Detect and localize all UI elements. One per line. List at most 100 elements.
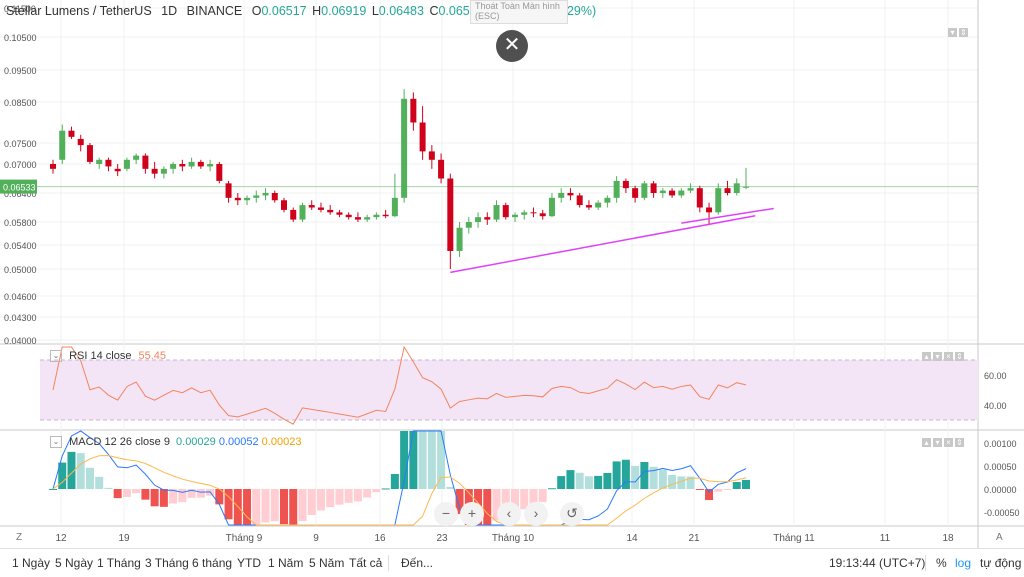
macd-histogram-bar — [742, 479, 750, 489]
candle-body — [345, 214, 352, 218]
go-to-date-button[interactable]: Đến... — [401, 556, 434, 570]
open-label: O — [251, 4, 262, 18]
time-axis-label: Tháng 9 — [226, 533, 263, 544]
close-icon[interactable]: × — [944, 438, 953, 447]
range-ytd[interactable]: YTD — [237, 556, 261, 570]
toolbar-divider — [388, 555, 389, 571]
timezone-toggle[interactable]: Z — [16, 532, 23, 543]
macd-histogram-bar — [95, 476, 104, 489]
price-axis-label: 0.08500 — [4, 98, 37, 108]
symbol-name[interactable]: Stellar Lumens / TetherUS — [6, 4, 152, 18]
candle-body — [743, 186, 749, 188]
range-5d[interactable]: 5 Ngày — [55, 556, 94, 570]
macd-histogram-bar — [705, 489, 714, 501]
chevron-down-icon[interactable]: ⌄ — [50, 350, 62, 363]
time-axis-label: Tháng 11 — [773, 533, 815, 544]
scroll-right-button[interactable]: › — [524, 502, 548, 526]
macd-histogram-bar — [326, 489, 335, 508]
macd-pane-controls: ▴ ▾ × ⇕ — [920, 438, 964, 447]
range-3m[interactable]: 3 Tháng — [145, 556, 189, 570]
candle-body — [105, 159, 112, 167]
candle-body — [410, 98, 417, 123]
macd-histogram-bar — [187, 489, 196, 498]
candle-body — [170, 164, 177, 169]
zoom-in-button[interactable]: + — [460, 502, 484, 526]
move-up-icon[interactable]: ▴ — [922, 438, 931, 447]
range-6m[interactable]: 6 tháng — [192, 556, 233, 570]
macd-name[interactable]: MACD — [69, 436, 102, 448]
auto-toggle[interactable]: tự động — [980, 556, 1022, 570]
range-1y[interactable]: 1 Năm — [268, 556, 304, 570]
auto-scale-toggle[interactable]: A — [996, 532, 1003, 543]
rsi-name[interactable]: RSI — [69, 350, 88, 362]
candle-body — [234, 197, 241, 201]
price-axis-label: 0.04000 — [4, 336, 37, 346]
chart-canvas[interactable]: 12 19 Tháng 9 9 16 23 Tháng 10 14 21 Tháng 11 11 18… — [0, 0, 1024, 548]
range-1d[interactable]: 1 Ngày — [12, 556, 51, 570]
macd-histogram-bar — [363, 489, 372, 498]
candle-body — [604, 197, 611, 203]
macd-histogram-bar — [492, 489, 501, 521]
reset-chart-button[interactable]: ↺ — [560, 502, 584, 526]
macd-histogram-bar — [261, 489, 270, 523]
chevron-down-icon[interactable]: ⌄ — [50, 436, 62, 449]
rsi-pane-controls: ▴ ▾ × ⇕ — [920, 352, 964, 361]
macd-histogram-bar — [427, 431, 436, 489]
interval[interactable]: 1D — [161, 4, 178, 18]
rsi-legend: ⌄ RSI 14 close 55.45 — [50, 350, 166, 363]
close-icon[interactable]: × — [944, 352, 953, 361]
main-pane-controls: ▾ ⇕ — [946, 28, 968, 37]
candle-body — [50, 164, 56, 169]
price-axis-label: 0.04300 — [4, 313, 37, 323]
rsi-band — [40, 360, 978, 420]
maximize-pane-icon[interactable]: ⇕ — [955, 352, 964, 361]
scroll-left-button[interactable]: ‹ — [497, 502, 521, 526]
zoom-out-button[interactable]: − — [434, 502, 458, 526]
range-all[interactable]: Tất cả — [349, 556, 383, 570]
macd-histogram-bar — [483, 489, 492, 525]
move-down-icon[interactable]: ▾ — [933, 438, 942, 447]
price-axis-label: 0.05800 — [4, 218, 37, 228]
exit-fullscreen-button[interactable]: ✕ — [496, 30, 528, 62]
chart-area[interactable]: 12 19 Tháng 9 9 16 23 Tháng 10 14 21 Tháng 11 11 18… — [0, 0, 1024, 548]
macd-histogram-bar — [566, 470, 575, 489]
candle-body — [354, 217, 361, 220]
move-down-icon[interactable]: ▾ — [933, 352, 942, 361]
range-1m[interactable]: 1 Tháng — [97, 556, 141, 570]
rsi-axis-label: 60.00 — [984, 371, 1007, 381]
toolbar-divider — [925, 555, 926, 571]
percent-toggle[interactable]: % — [936, 556, 947, 570]
macd-histogram-bar — [122, 489, 131, 497]
low-label: L — [371, 4, 379, 18]
maximize-pane-icon[interactable]: ⇕ — [955, 438, 964, 447]
macd-histogram-bar — [668, 475, 677, 489]
log-toggle[interactable]: log — [955, 556, 972, 570]
move-up-icon[interactable]: ▴ — [922, 352, 931, 361]
candle-body — [114, 168, 121, 172]
price-axis-label: 0.04600 — [4, 292, 37, 302]
macd-histogram-bar — [732, 481, 741, 489]
macd-legend: ⌄ MACD 12 26 close 9 0.00029 0.00052 0.0… — [50, 436, 301, 449]
clock[interactable]: 19:13:44 (UTC+7) — [829, 556, 926, 570]
macd-histogram-bar — [252, 489, 261, 525]
trendline — [681, 207, 774, 224]
macd-histogram-bar — [159, 489, 168, 507]
macd-histogram-bar — [58, 462, 67, 489]
macd-axis-label: 0.00100 — [984, 439, 1017, 449]
collapse-pane-icon[interactable]: ▾ — [948, 28, 957, 37]
candle-body — [632, 188, 639, 198]
range-5y[interactable]: 5 Năm — [309, 556, 345, 570]
candle-body — [133, 155, 140, 160]
candle-body — [244, 197, 251, 201]
candle-body — [428, 151, 435, 160]
macd-histogram-bar — [677, 476, 686, 489]
candle-body — [364, 217, 371, 220]
macd-histogram-bar — [455, 489, 464, 515]
macd-histogram-bar — [723, 489, 732, 490]
macd-line-value: 0.00052 — [218, 436, 259, 448]
high-label: H — [312, 4, 322, 18]
maximize-pane-icon[interactable]: ⇕ — [959, 28, 968, 37]
candle-body — [567, 193, 574, 196]
macd-axis-label: 0.00050 — [984, 462, 1017, 472]
price-axis-label: 0.11500 — [4, 4, 36, 14]
